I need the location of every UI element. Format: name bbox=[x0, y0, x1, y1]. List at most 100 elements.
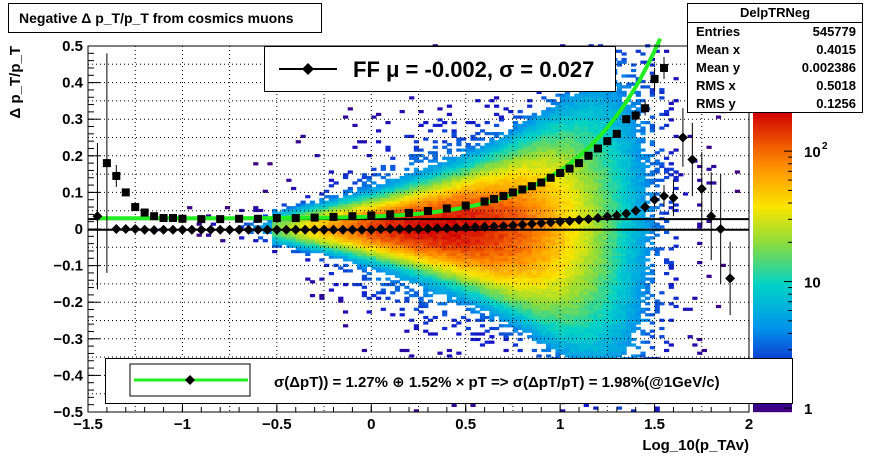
heatmap-cell bbox=[550, 148, 556, 152]
heatmap-cell bbox=[498, 132, 504, 136]
heatmap-cell bbox=[394, 280, 401, 284]
heatmap-cell bbox=[418, 277, 424, 281]
heatmap-cell bbox=[498, 332, 504, 336]
heatmap-cell bbox=[522, 258, 528, 262]
heatmap-cell bbox=[399, 178, 405, 182]
heatmap-cell bbox=[597, 280, 604, 284]
heatmap-cell bbox=[314, 230, 320, 234]
heatmap-cell bbox=[333, 233, 339, 237]
heatmap-cell bbox=[465, 269, 471, 273]
heatmap-cell bbox=[527, 230, 533, 234]
heatmap-cell bbox=[635, 159, 641, 163]
heatmap-cell bbox=[593, 115, 599, 119]
heatmap-cell bbox=[564, 143, 571, 147]
heatmap-cell bbox=[437, 255, 443, 259]
heatmap-cell bbox=[531, 252, 537, 256]
heatmap-cell bbox=[328, 222, 334, 226]
heatmap-cell bbox=[550, 101, 556, 105]
heatmap-cell bbox=[631, 324, 637, 328]
heatmap-cell bbox=[631, 294, 637, 298]
heatmap-cell bbox=[357, 252, 363, 256]
heatmap-cell bbox=[503, 335, 509, 339]
heatmap-cell bbox=[564, 121, 571, 125]
heatmap-cell bbox=[409, 178, 415, 182]
heatmap-cell bbox=[550, 164, 556, 169]
heatmap-cell bbox=[621, 112, 627, 116]
heatmap-cell bbox=[621, 326, 627, 331]
heatmap-cell bbox=[475, 178, 481, 182]
heatmap-cell bbox=[484, 162, 490, 166]
heatmap-cell bbox=[612, 206, 618, 210]
heatmap-cell bbox=[583, 266, 589, 270]
heatmap-cell bbox=[498, 148, 504, 152]
heatmap-cell bbox=[579, 241, 585, 245]
heatmap-cell bbox=[522, 261, 528, 265]
heatmap-cell bbox=[328, 252, 334, 256]
heatmap-cell bbox=[541, 321, 547, 325]
heatmap-cell bbox=[574, 332, 580, 336]
heatmap-cell bbox=[413, 206, 419, 210]
heatmap-cell bbox=[475, 250, 481, 254]
heatmap-cell bbox=[588, 272, 594, 276]
heatmap-cell bbox=[527, 211, 533, 215]
heatmap-cell bbox=[555, 318, 561, 322]
heatmap-cell bbox=[385, 272, 391, 276]
heatmap-cell bbox=[569, 343, 575, 347]
heatmap-cell bbox=[588, 285, 594, 289]
heatmap-cell bbox=[560, 143, 566, 147]
heatmap-cell bbox=[357, 178, 363, 182]
heatmap-cell bbox=[621, 200, 627, 204]
heatmap-cell bbox=[531, 266, 537, 270]
heatmap-cell bbox=[371, 200, 377, 204]
heatmap-cell bbox=[597, 90, 604, 94]
heatmap-cell bbox=[564, 294, 571, 298]
heatmap-cell bbox=[253, 239, 259, 243]
heatmap-cell bbox=[498, 145, 504, 149]
heatmap-cell bbox=[569, 123, 575, 127]
heatmap-cell bbox=[626, 266, 632, 270]
heatmap-cell bbox=[361, 269, 367, 273]
heatmap-cell bbox=[357, 247, 363, 251]
heatmap-cell bbox=[508, 255, 514, 259]
heatmap-cell bbox=[564, 277, 571, 281]
heatmap-cell bbox=[583, 315, 589, 320]
heatmap-cell bbox=[380, 195, 386, 199]
heatmap-cell bbox=[635, 123, 641, 127]
heatmap-cell bbox=[621, 129, 627, 133]
heatmap-cell bbox=[593, 101, 599, 105]
heatmap-cell bbox=[286, 206, 292, 210]
heatmap-cell bbox=[305, 233, 311, 237]
heatmap-cell bbox=[352, 247, 358, 251]
heatmap-cell bbox=[517, 304, 523, 309]
heatmap-cell bbox=[461, 255, 467, 259]
heatmap-cell bbox=[531, 192, 537, 196]
heatmap-cell bbox=[593, 307, 599, 311]
heatmap-cell bbox=[484, 307, 490, 311]
heatmap-cell bbox=[508, 164, 514, 169]
heatmap-cell bbox=[494, 291, 500, 295]
heatmap-cell bbox=[461, 195, 467, 199]
heatmap-cell bbox=[602, 324, 608, 328]
heatmap-cell bbox=[385, 239, 391, 243]
heatmap-cell bbox=[470, 277, 476, 281]
heatmap-cell bbox=[597, 126, 604, 130]
heatmap-cell bbox=[281, 241, 287, 245]
heatmap-cell bbox=[423, 277, 429, 281]
heatmap-cell bbox=[385, 178, 391, 182]
heatmap-cell bbox=[631, 252, 637, 256]
heatmap-cell bbox=[267, 222, 273, 226]
heatmap-cell bbox=[479, 258, 486, 262]
heatmap-cell bbox=[597, 299, 604, 303]
heatmap-cell bbox=[484, 261, 490, 265]
heatmap-cell bbox=[409, 241, 415, 245]
heatmap-cell bbox=[404, 236, 410, 240]
heatmap-cell bbox=[404, 296, 410, 300]
heatmap-cell bbox=[432, 241, 438, 245]
heatmap-cell bbox=[593, 126, 599, 130]
heatmap-cell bbox=[583, 222, 589, 226]
heatmap-cell bbox=[527, 203, 533, 207]
heatmap-cell bbox=[635, 247, 641, 251]
heatmap-cell bbox=[371, 197, 377, 202]
heatmap-cell bbox=[579, 258, 585, 262]
heatmap-cell bbox=[385, 206, 391, 210]
